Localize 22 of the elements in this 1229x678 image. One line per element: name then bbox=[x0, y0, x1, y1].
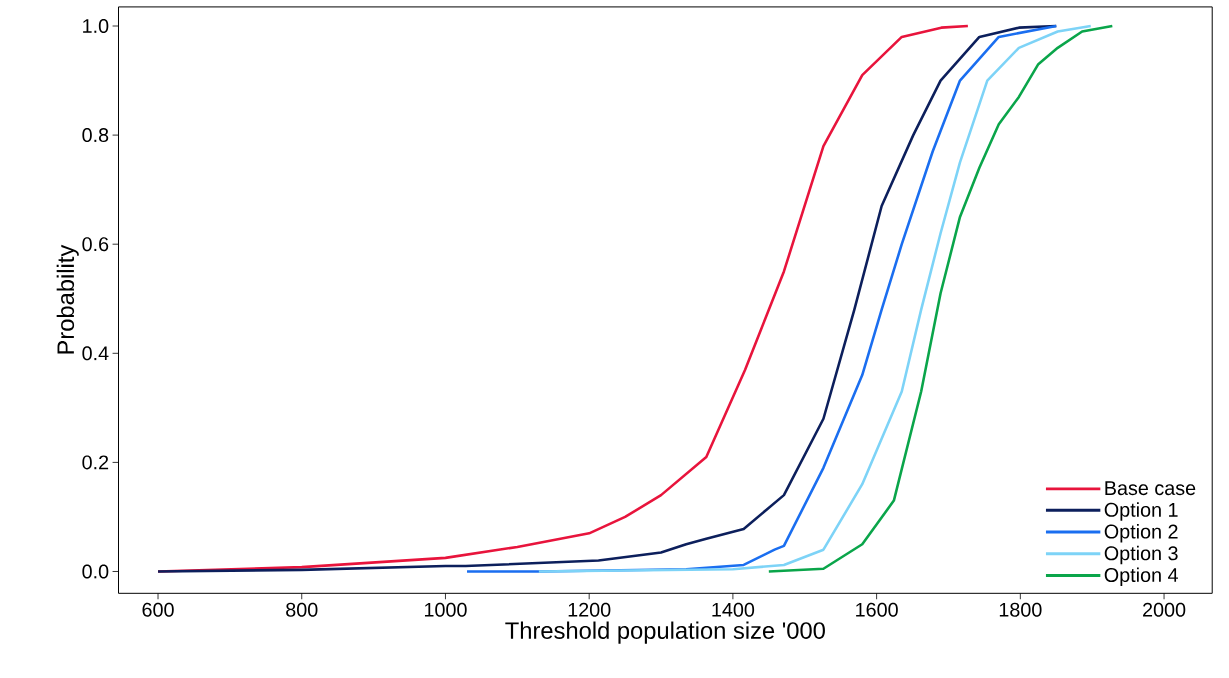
line-series bbox=[537, 24, 1093, 573]
legend-label: Option 1 bbox=[1104, 502, 1178, 521]
y-tick-label: 0.2 bbox=[82, 455, 109, 470]
legend-label: Option 2 bbox=[1104, 523, 1178, 543]
x-tick-label: 600 bbox=[142, 602, 174, 617]
x-tick-label: 1800 bbox=[999, 602, 1042, 617]
x-tick-label: 2000 bbox=[1143, 602, 1186, 617]
legend-label: Option 4 bbox=[1104, 567, 1178, 586]
y-axis-title: Probability bbox=[56, 244, 79, 354]
x-tick-label: 1200 bbox=[568, 602, 611, 617]
y-tick-label: 0.6 bbox=[82, 237, 109, 252]
legend-label: Option 3 bbox=[1104, 545, 1178, 565]
x-tick-label: 1600 bbox=[856, 602, 898, 617]
y-tick-label: 0.8 bbox=[82, 127, 109, 142]
x-tick-label: 1400 bbox=[712, 602, 755, 617]
y-tick-label: 0.0 bbox=[82, 564, 109, 579]
legend-label: Base case bbox=[1105, 481, 1196, 495]
x-axis-title: Threshold population size '000 bbox=[505, 621, 825, 644]
y-tick-label: 0.4 bbox=[82, 346, 109, 361]
x-tick-label: 800 bbox=[286, 602, 318, 617]
x-tick-label: 1000 bbox=[424, 602, 467, 617]
y-tick-label: 1.0 bbox=[83, 18, 109, 33]
